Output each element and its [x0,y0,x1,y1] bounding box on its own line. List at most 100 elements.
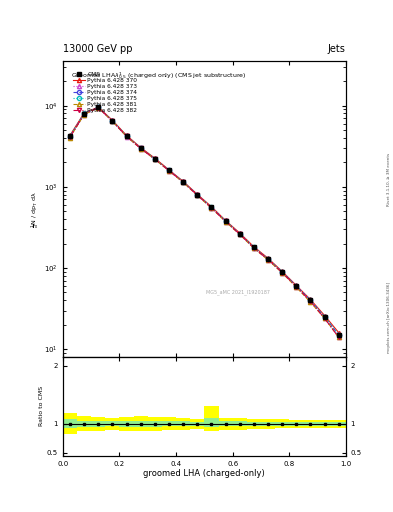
Pythia 6.428 374 [110,118,115,124]
Text: Rivet 3.1.10, ≥ 3M events: Rivet 3.1.10, ≥ 3M events [387,153,391,206]
Pythia 6.428 370 [124,132,129,138]
CMS [223,218,228,224]
Pythia 6.428 381 [96,104,101,111]
Pythia 6.428 382 [110,118,115,124]
Pythia 6.428 373 [266,257,270,263]
Pythia 6.428 381 [68,135,72,141]
X-axis label: groomed LHA (charged-only): groomed LHA (charged-only) [143,470,265,478]
Pythia 6.428 374 [294,283,299,289]
Pythia 6.428 373 [209,205,214,211]
Pythia 6.428 381 [110,118,115,124]
Pythia 6.428 382 [237,231,242,237]
Pythia 6.428 373 [82,112,86,118]
Pythia 6.428 374 [322,314,327,320]
Pythia 6.428 382 [138,145,143,152]
CMS [280,269,285,275]
Pythia 6.428 375 [138,145,143,151]
Pythia 6.428 370 [294,283,299,289]
Pythia 6.428 373 [167,167,171,174]
Pythia 6.428 375 [308,297,313,304]
Pythia 6.428 373 [252,245,256,251]
Pythia 6.428 381 [138,145,143,152]
Text: MG5_aMC 2021_I1920187: MG5_aMC 2021_I1920187 [206,289,270,295]
Line: Pythia 6.428 381: Pythia 6.428 381 [68,105,341,339]
Pythia 6.428 382 [181,179,185,185]
Pythia 6.428 374 [96,104,101,111]
CMS [294,283,299,289]
Line: Pythia 6.428 375: Pythia 6.428 375 [68,105,341,337]
Pythia 6.428 375 [195,191,200,198]
Pythia 6.428 381 [195,193,200,199]
CMS [110,118,115,124]
Pythia 6.428 382 [294,284,299,290]
Pythia 6.428 375 [223,218,228,224]
CMS [82,111,86,117]
Pythia 6.428 370 [82,110,86,116]
Text: Groomed LHA$\lambda^{1}_{0.5}$ (charged only) (CMS jet substructure): Groomed LHA$\lambda^{1}_{0.5}$ (charged … [72,70,247,81]
Pythia 6.428 382 [209,205,214,211]
Pythia 6.428 370 [167,167,171,173]
Line: Pythia 6.428 373: Pythia 6.428 373 [68,105,341,339]
Pythia 6.428 373 [223,219,228,225]
Pythia 6.428 370 [336,330,341,336]
CMS [167,167,171,174]
Pythia 6.428 375 [181,179,185,185]
CMS [308,297,313,304]
Pythia 6.428 374 [195,192,200,198]
Pythia 6.428 382 [308,298,313,304]
CMS [209,204,214,210]
Pythia 6.428 375 [280,269,285,275]
CMS [237,230,242,237]
Pythia 6.428 381 [322,315,327,322]
Pythia 6.428 381 [223,219,228,225]
Pythia 6.428 374 [152,156,157,162]
Pythia 6.428 382 [252,245,256,251]
Pythia 6.428 381 [252,245,256,251]
Pythia 6.428 381 [308,299,313,305]
Pythia 6.428 373 [322,315,327,322]
Pythia 6.428 375 [82,111,86,117]
Pythia 6.428 370 [152,155,157,161]
Pythia 6.428 370 [237,230,242,236]
Pythia 6.428 370 [96,104,101,110]
Pythia 6.428 381 [294,284,299,290]
Pythia 6.428 375 [209,204,214,210]
Pythia 6.428 374 [68,134,72,140]
Pythia 6.428 374 [252,245,256,251]
Text: Jets: Jets [328,44,346,54]
Pythia 6.428 373 [138,145,143,152]
Pythia 6.428 374 [237,231,242,237]
Pythia 6.428 382 [124,133,129,139]
Pythia 6.428 374 [209,204,214,210]
Y-axis label: Ratio to CMS: Ratio to CMS [39,387,44,426]
Line: Pythia 6.428 370: Pythia 6.428 370 [68,105,341,335]
CMS [252,244,256,250]
Pythia 6.428 373 [68,134,72,140]
Pythia 6.428 374 [181,179,185,185]
Y-axis label: $\mathrm{\frac{1}{d}N}$ / $\mathrm{d p_T}$ $\mathrm{d \lambda}$: $\mathrm{\frac{1}{d}N}$ / $\mathrm{d p_T… [29,191,41,227]
Pythia 6.428 375 [96,104,101,110]
CMS [68,133,72,139]
Pythia 6.428 382 [280,269,285,275]
Pythia 6.428 381 [167,168,171,174]
Pythia 6.428 373 [124,134,129,140]
Pythia 6.428 382 [167,167,171,174]
Pythia 6.428 375 [68,133,72,139]
Pythia 6.428 375 [152,156,157,162]
Pythia 6.428 373 [152,156,157,162]
Pythia 6.428 375 [322,314,327,320]
Pythia 6.428 370 [181,178,185,184]
Pythia 6.428 381 [336,334,341,340]
Line: Pythia 6.428 382: Pythia 6.428 382 [68,105,341,339]
Pythia 6.428 382 [266,257,270,263]
Pythia 6.428 382 [322,315,327,322]
Pythia 6.428 370 [209,204,214,210]
Pythia 6.428 373 [181,179,185,185]
CMS [181,179,185,185]
CMS [266,255,270,262]
Pythia 6.428 375 [336,332,341,338]
Pythia 6.428 381 [280,270,285,276]
Pythia 6.428 373 [195,192,200,198]
CMS [195,191,200,198]
CMS [336,332,341,338]
